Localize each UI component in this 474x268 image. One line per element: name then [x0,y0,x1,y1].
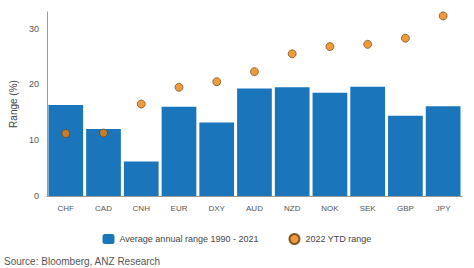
svg-text:DXY: DXY [208,204,225,213]
svg-text:EUR: EUR [171,204,188,213]
svg-text:GBP: GBP [397,204,414,213]
svg-text:CHF: CHF [58,204,75,213]
svg-text:AUD: AUD [246,204,263,213]
svg-text:0: 0 [34,191,39,201]
svg-text:10: 10 [29,135,39,145]
svg-text:JPY: JPY [436,204,451,213]
svg-text:Average annual range 1990 - 20: Average annual range 1990 - 2021 [120,234,259,244]
svg-text:SEK: SEK [360,204,377,213]
svg-text:2022 YTD range: 2022 YTD range [305,234,371,244]
svg-text:30: 30 [29,24,39,34]
svg-text:Source: Bloomberg, ANZ Researc: Source: Bloomberg, ANZ Research [4,256,160,267]
svg-text:NZD: NZD [284,204,301,213]
svg-text:Range (%): Range (%) [8,80,19,128]
svg-text:NOK: NOK [321,204,339,213]
svg-text:20: 20 [29,79,39,89]
svg-text:CNH: CNH [133,204,151,213]
svg-text:CAD: CAD [95,204,112,213]
